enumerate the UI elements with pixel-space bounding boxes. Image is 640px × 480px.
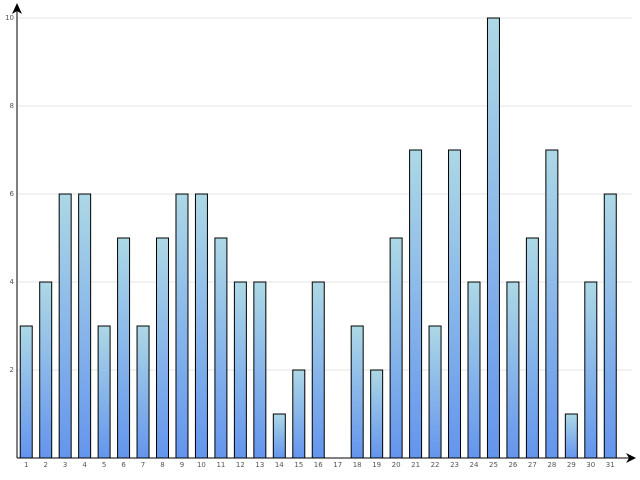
x-tick-label: 12 bbox=[236, 461, 245, 469]
bar bbox=[272, 413, 286, 459]
x-tick-label: 28 bbox=[547, 461, 556, 469]
bar bbox=[214, 237, 228, 459]
bar bbox=[233, 281, 247, 459]
y-axis-arrow bbox=[12, 3, 22, 14]
x-tick-label: 7 bbox=[141, 461, 145, 469]
bar bbox=[564, 413, 578, 459]
x-axis-arrow bbox=[626, 453, 636, 463]
bar bbox=[389, 237, 403, 459]
x-tick-label: 1 bbox=[24, 461, 28, 469]
x-tick-label: 27 bbox=[528, 461, 537, 469]
x-tick-label: 30 bbox=[586, 461, 595, 469]
x-tick-label: 22 bbox=[431, 461, 440, 469]
x-tick-label: 3 bbox=[63, 461, 67, 469]
x-tick-label: 2 bbox=[43, 461, 47, 469]
bar bbox=[253, 281, 267, 459]
bar bbox=[486, 17, 500, 459]
x-tick-label: 19 bbox=[372, 461, 381, 469]
bar bbox=[136, 325, 150, 459]
x-tick-label: 9 bbox=[180, 461, 184, 469]
bar bbox=[156, 237, 170, 459]
bar bbox=[370, 369, 384, 459]
x-tick-label: 6 bbox=[121, 461, 126, 469]
x-tick-label: 13 bbox=[255, 461, 264, 469]
bar bbox=[603, 193, 617, 459]
bar bbox=[467, 281, 481, 459]
bar bbox=[97, 325, 111, 459]
bar bbox=[175, 193, 189, 459]
y-tick-label: 2 bbox=[10, 366, 14, 374]
x-tick-label: 11 bbox=[216, 461, 225, 469]
x-tick-label: 17 bbox=[333, 461, 342, 469]
x-tick-label: 15 bbox=[294, 461, 303, 469]
bar bbox=[117, 237, 131, 459]
bar bbox=[448, 149, 462, 459]
bar bbox=[58, 193, 72, 459]
x-tick-label: 8 bbox=[160, 461, 164, 469]
bar bbox=[292, 369, 306, 459]
x-tick-label: 23 bbox=[450, 461, 459, 469]
x-tick-label: 10 bbox=[197, 461, 206, 469]
bar bbox=[39, 281, 53, 459]
x-tick-label: 24 bbox=[470, 461, 479, 469]
y-tick-label: 10 bbox=[5, 14, 14, 22]
bar bbox=[78, 193, 92, 459]
y-tick-label: 6 bbox=[10, 190, 15, 198]
bar bbox=[19, 325, 33, 459]
x-tick-label: 29 bbox=[567, 461, 576, 469]
x-tick-label: 31 bbox=[606, 461, 615, 469]
bar bbox=[584, 281, 598, 459]
bar bbox=[525, 237, 539, 459]
x-tick-label: 21 bbox=[411, 461, 420, 469]
bar bbox=[409, 149, 423, 459]
x-tick-label: 26 bbox=[508, 461, 517, 469]
y-tick-label: 8 bbox=[10, 102, 14, 110]
x-tick-label: 25 bbox=[489, 461, 498, 469]
bar bbox=[428, 325, 442, 459]
bar bbox=[194, 193, 208, 459]
bar bbox=[311, 281, 325, 459]
x-tick-label: 5 bbox=[102, 461, 106, 469]
x-tick-label: 20 bbox=[392, 461, 401, 469]
bar bbox=[506, 281, 520, 459]
x-tick-label: 16 bbox=[314, 461, 323, 469]
bar bbox=[350, 325, 364, 459]
x-tick-label: 14 bbox=[275, 461, 284, 469]
x-tick-label: 18 bbox=[353, 461, 362, 469]
x-tick-label: 4 bbox=[82, 461, 87, 469]
bar bbox=[545, 149, 559, 459]
y-tick-label: 4 bbox=[10, 278, 15, 286]
